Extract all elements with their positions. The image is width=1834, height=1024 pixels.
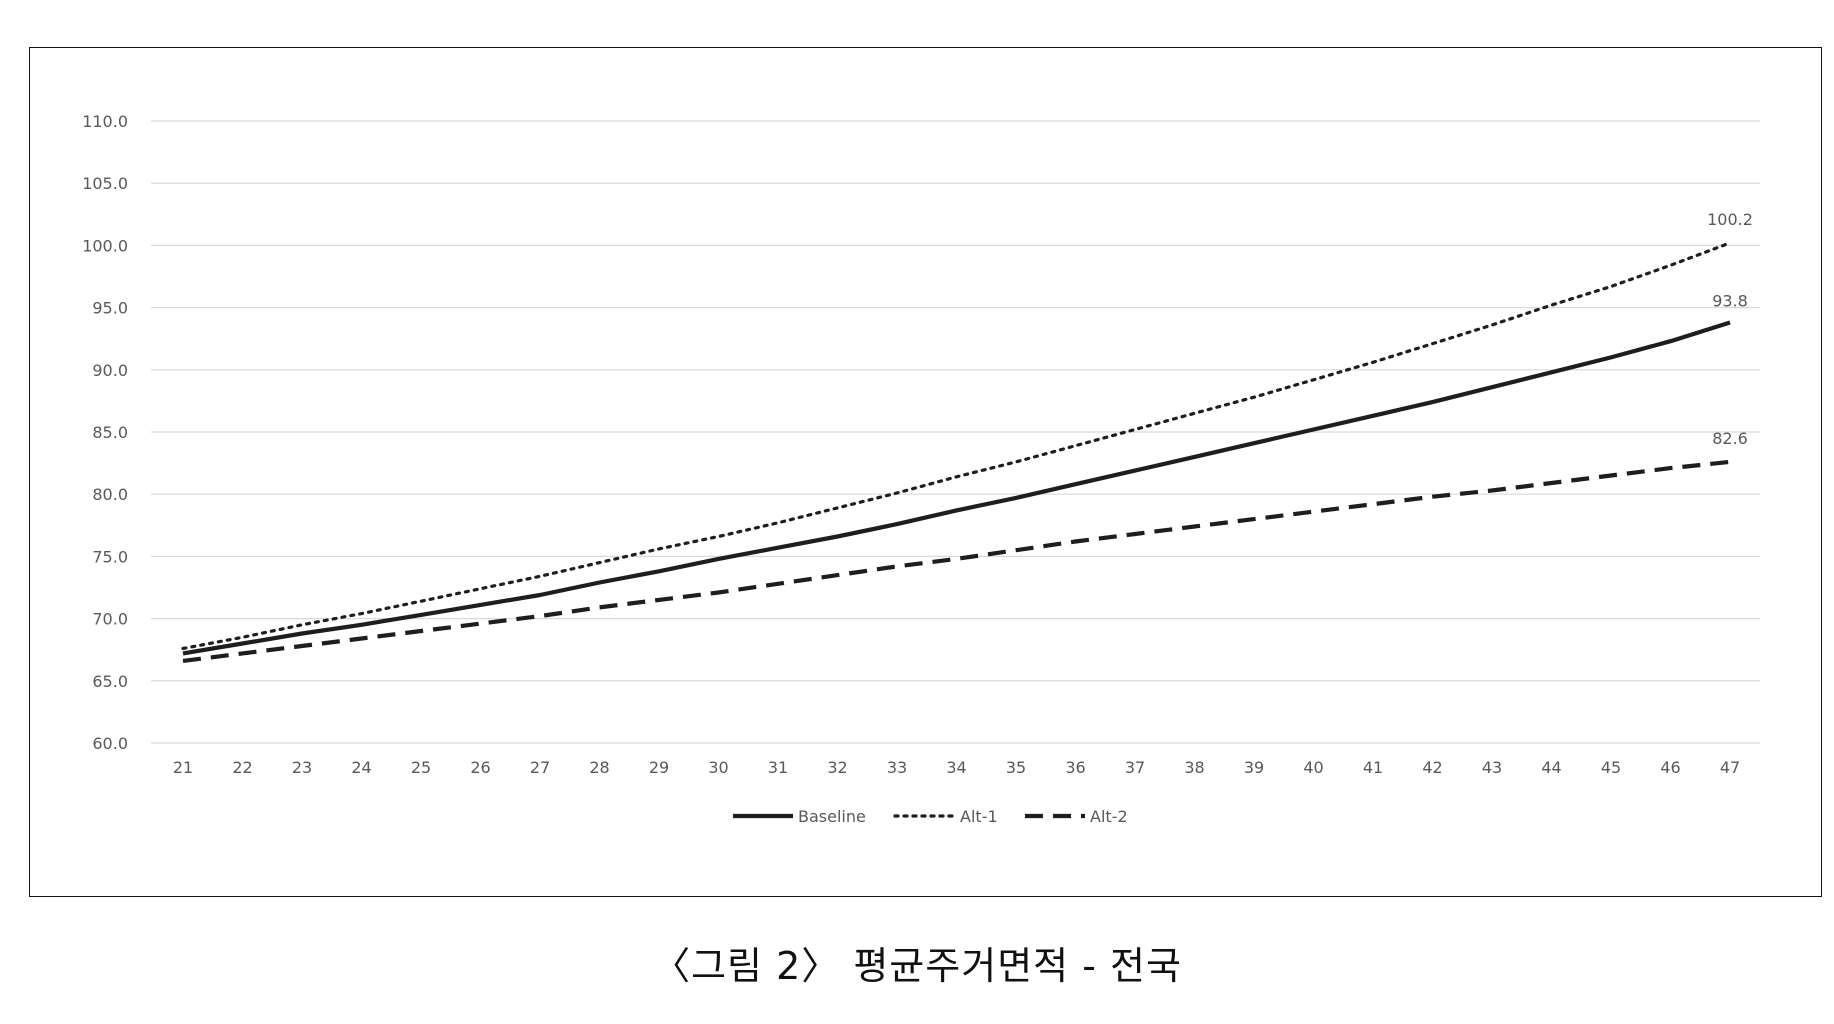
legend-label-alt-1: Alt-1 (960, 807, 998, 826)
y-tick-label: 75.0 (92, 547, 128, 566)
x-tick-label: 21 (173, 758, 193, 777)
x-tick-label: 38 (1184, 758, 1204, 777)
legend-label-alt-2: Alt-2 (1090, 807, 1128, 826)
y-tick-label: 100.0 (82, 236, 128, 255)
y-axis-ticks: 60.0 65.0 70.0 75.0 80.0 85.0 90.0 95.0 100.0 105… (82, 112, 128, 753)
figure-frame: 60.0 65.0 70.0 75.0 80.0 85.0 90.0 95.0 100.0 105… (29, 47, 1822, 897)
x-tick-label: 46 (1660, 758, 1680, 777)
x-tick-label: 36 (1065, 758, 1085, 777)
x-tick-label: 29 (649, 758, 669, 777)
y-tick-label: 60.0 (92, 734, 128, 753)
x-tick-label: 32 (827, 758, 847, 777)
series-line-alt-1 (181, 241, 1732, 651)
gridlines (151, 120, 1760, 744)
x-tick-label: 35 (1006, 758, 1026, 777)
x-tick-label: 45 (1601, 758, 1621, 777)
legend-label-baseline: Baseline (798, 807, 866, 826)
x-tick-label: 33 (887, 758, 907, 777)
y-tick-label: 110.0 (82, 112, 128, 131)
end-labels: 93.8 100.2 82.6 (1707, 210, 1753, 448)
x-tick-label: 41 (1363, 758, 1383, 777)
series-line-baseline (182, 320, 1731, 656)
x-tick-label: 30 (708, 758, 728, 777)
legend: Baseline Alt-1 Alt-2 (733, 807, 1128, 826)
x-tick-label: 44 (1541, 758, 1561, 777)
series-lines (181, 241, 1732, 663)
x-tick-label: 25 (411, 758, 431, 777)
figure-caption: 〈그림 2〉 평균주거면적 - 전국 (652, 944, 1182, 988)
x-tick-label: 24 (351, 758, 371, 777)
y-tick-label: 85.0 (92, 423, 128, 442)
x-tick-label: 23 (292, 758, 312, 777)
x-tick-label: 47 (1720, 758, 1740, 777)
x-tick-label: 43 (1482, 758, 1502, 777)
x-tick-label: 40 (1303, 758, 1323, 777)
x-tick-label: 37 (1125, 758, 1145, 777)
y-tick-label: 105.0 (82, 174, 128, 193)
x-tick-label: 22 (232, 758, 252, 777)
x-tick-label: 28 (589, 758, 609, 777)
y-tick-label: 95.0 (92, 299, 128, 318)
line-chart: 60.0 65.0 70.0 75.0 80.0 85.0 90.0 95.0 100.0 105… (82, 112, 1760, 826)
end-label-alt-1: 100.2 (1707, 210, 1753, 229)
x-tick-label: 27 (530, 758, 550, 777)
x-tick-label: 39 (1244, 758, 1264, 777)
y-tick-label: 90.0 (92, 361, 128, 380)
series-line-alt-2 (182, 459, 1731, 663)
y-tick-label: 80.0 (92, 485, 128, 504)
x-axis-ticks: 21 22 23 24 25 26 27 28 29 30 31 32 33 34 35 36 37 38 39 40… (173, 758, 1740, 777)
x-tick-label: 42 (1422, 758, 1442, 777)
x-tick-label: 34 (946, 758, 966, 777)
y-tick-label: 65.0 (92, 672, 128, 691)
end-label-alt-2: 82.6 (1712, 429, 1748, 448)
y-tick-label: 70.0 (92, 610, 128, 629)
end-label-baseline: 93.8 (1712, 292, 1748, 311)
x-tick-label: 31 (768, 758, 788, 777)
x-tick-label: 26 (470, 758, 490, 777)
